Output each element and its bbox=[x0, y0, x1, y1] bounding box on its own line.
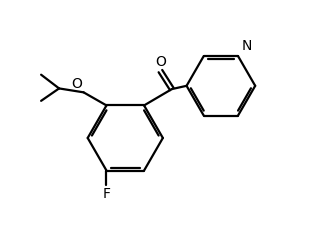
Text: O: O bbox=[71, 77, 82, 91]
Text: N: N bbox=[241, 39, 252, 53]
Text: F: F bbox=[102, 187, 111, 201]
Text: O: O bbox=[155, 55, 166, 69]
